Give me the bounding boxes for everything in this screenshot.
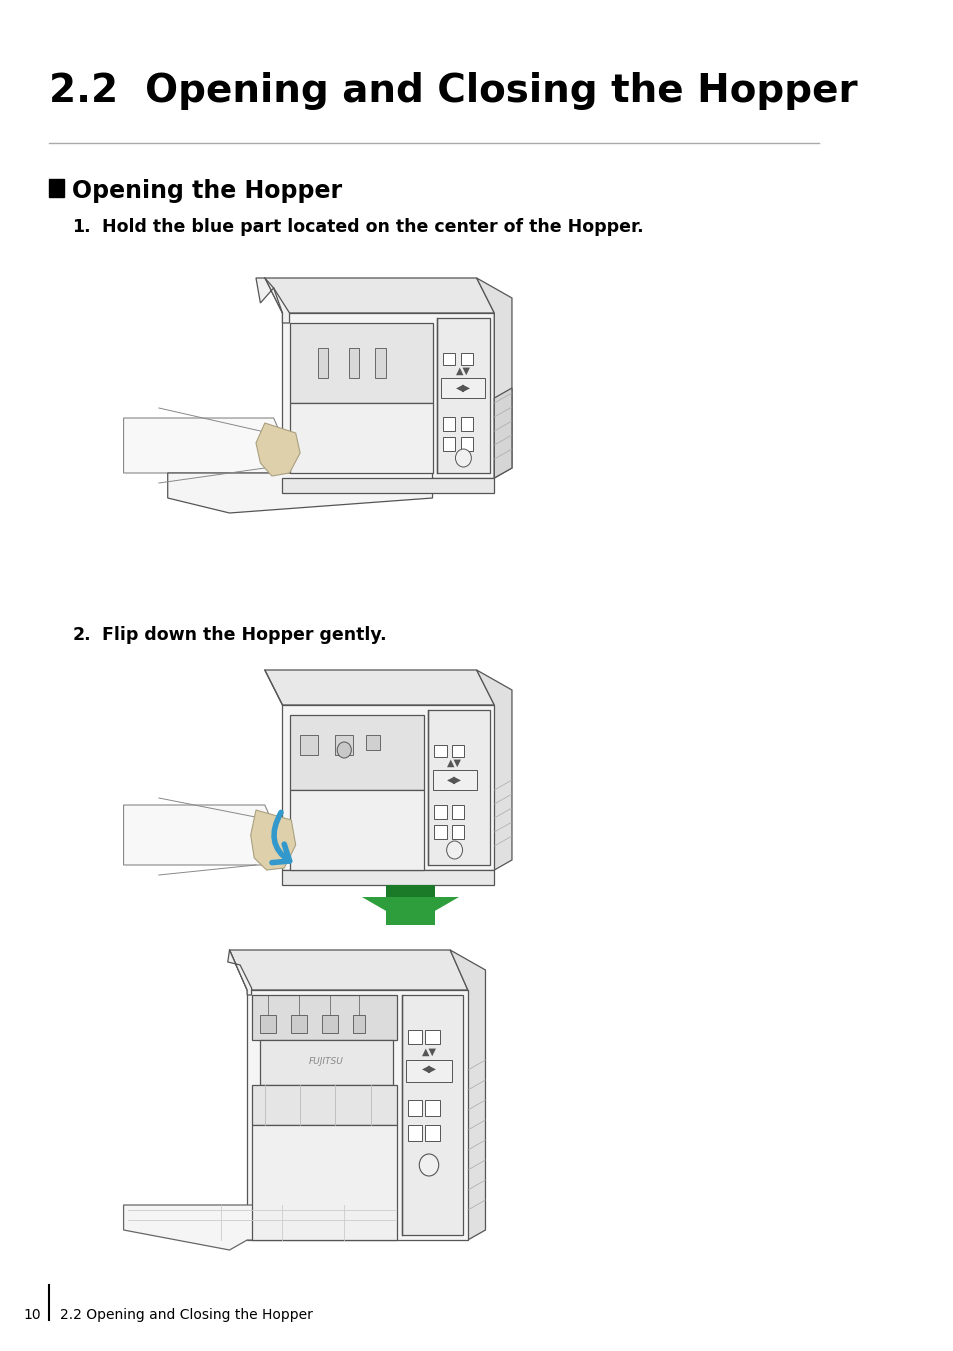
Text: 2.2 Opening and Closing the Hopper: 2.2 Opening and Closing the Hopper [60, 1308, 313, 1323]
Bar [460, 417, 473, 431]
Text: 1.: 1. [72, 218, 91, 236]
Polygon shape [289, 403, 432, 473]
Bar [425, 1100, 439, 1116]
Polygon shape [289, 715, 423, 790]
Bar [425, 1029, 439, 1044]
Polygon shape [289, 790, 423, 870]
Polygon shape [124, 805, 282, 865]
Polygon shape [260, 1040, 393, 1085]
Text: Hold the blue part located on the center of the Hopper.: Hold the blue part located on the center… [101, 218, 642, 236]
Polygon shape [436, 317, 490, 473]
Bar [460, 353, 473, 365]
Polygon shape [255, 423, 300, 476]
Bar [291, 1015, 307, 1034]
Polygon shape [282, 478, 494, 493]
Text: Flip down the Hopper gently.: Flip down the Hopper gently. [101, 626, 386, 644]
Polygon shape [251, 811, 295, 870]
FancyArrowPatch shape [272, 812, 290, 863]
Text: ◀▶: ◀▶ [421, 1065, 436, 1074]
Circle shape [446, 842, 462, 859]
Polygon shape [230, 950, 467, 990]
Polygon shape [494, 388, 512, 478]
Bar [260, 1015, 276, 1034]
Text: 10: 10 [23, 1308, 41, 1323]
Bar [407, 1100, 421, 1116]
Bar [300, 735, 317, 755]
Bar [425, 1125, 439, 1142]
Polygon shape [428, 711, 490, 865]
Polygon shape [124, 1205, 396, 1250]
Text: FUJITSU: FUJITSU [309, 1058, 344, 1066]
Bar [441, 378, 485, 399]
Bar [452, 805, 464, 819]
Polygon shape [124, 417, 291, 473]
Bar [366, 735, 379, 750]
Text: ▲▼: ▲▼ [421, 1047, 436, 1056]
Bar [460, 436, 473, 451]
Bar [452, 744, 464, 757]
Polygon shape [401, 994, 463, 1235]
Polygon shape [247, 990, 467, 1240]
Text: 2.: 2. [72, 626, 91, 644]
Bar [335, 735, 353, 755]
Bar [434, 805, 446, 819]
Text: ▲▼: ▲▼ [447, 758, 461, 767]
Polygon shape [282, 705, 494, 870]
Bar [442, 353, 455, 365]
Bar [442, 417, 455, 431]
Bar [49, 178, 65, 197]
Text: ◀▶: ◀▶ [456, 382, 471, 393]
Polygon shape [265, 670, 494, 705]
Text: ◀▶: ◀▶ [447, 775, 461, 785]
Bar [348, 349, 359, 378]
Text: ▲▼: ▲▼ [456, 366, 471, 376]
Bar [353, 1015, 365, 1034]
Bar [442, 436, 455, 451]
Polygon shape [252, 1085, 396, 1125]
Circle shape [336, 742, 351, 758]
Bar [407, 1029, 421, 1044]
Polygon shape [289, 323, 432, 403]
Bar [452, 825, 464, 839]
Polygon shape [252, 994, 396, 1040]
Bar [385, 902, 435, 925]
Polygon shape [255, 278, 289, 323]
Circle shape [455, 449, 471, 467]
Polygon shape [252, 1125, 396, 1240]
Polygon shape [476, 278, 512, 478]
Polygon shape [168, 473, 432, 513]
Bar [407, 1125, 421, 1142]
Polygon shape [228, 950, 252, 994]
Text: 2.2  Opening and Closing the Hopper: 2.2 Opening and Closing the Hopper [49, 72, 857, 109]
Polygon shape [476, 670, 512, 870]
Bar [385, 885, 435, 900]
Polygon shape [450, 950, 485, 1240]
Polygon shape [282, 313, 494, 478]
Bar [317, 349, 328, 378]
Text: Opening the Hopper: Opening the Hopper [72, 178, 342, 203]
Bar [375, 349, 385, 378]
Bar [434, 744, 446, 757]
Bar [432, 770, 476, 790]
Circle shape [419, 1154, 438, 1175]
Bar [406, 1061, 452, 1082]
Polygon shape [282, 870, 494, 885]
Polygon shape [361, 897, 458, 925]
Polygon shape [265, 278, 494, 313]
Bar [322, 1015, 337, 1034]
Bar [434, 825, 446, 839]
